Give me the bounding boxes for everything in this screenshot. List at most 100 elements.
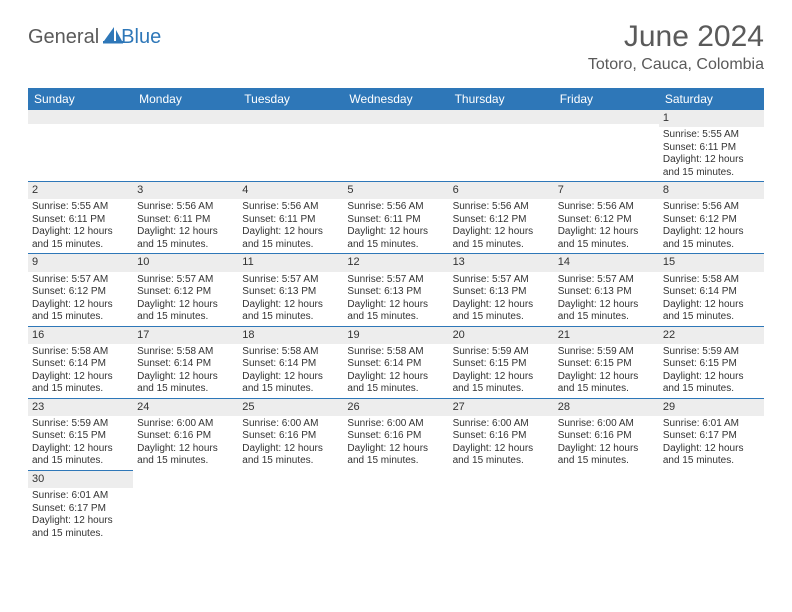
- day-number: 27: [449, 399, 554, 416]
- day-data: Sunrise: 5:58 AMSunset: 6:14 PMDaylight:…: [659, 272, 764, 326]
- calendar-cell: 25Sunrise: 6:00 AMSunset: 6:16 PMDayligh…: [238, 398, 343, 470]
- calendar-cell: 19Sunrise: 5:58 AMSunset: 6:14 PMDayligh…: [343, 326, 448, 398]
- day-number: [238, 470, 343, 484]
- day-data: Sunrise: 5:57 AMSunset: 6:12 PMDaylight:…: [28, 272, 133, 326]
- logo-text-blue: Blue: [121, 26, 161, 49]
- day-number: 20: [449, 327, 554, 344]
- weekday-header: Saturday: [659, 88, 764, 110]
- day-number: [554, 110, 659, 124]
- day-number: 28: [554, 399, 659, 416]
- calendar-cell: 10Sunrise: 5:57 AMSunset: 6:12 PMDayligh…: [133, 254, 238, 326]
- logo-text-general: General: [28, 26, 99, 49]
- day-data: Sunrise: 5:59 AMSunset: 6:15 PMDaylight:…: [659, 344, 764, 398]
- day-data: Sunrise: 5:58 AMSunset: 6:14 PMDaylight:…: [28, 344, 133, 398]
- day-number: 13: [449, 254, 554, 271]
- calendar-cell: [554, 470, 659, 542]
- day-number: 9: [28, 254, 133, 271]
- day-number: 19: [343, 327, 448, 344]
- day-data: Sunrise: 6:01 AMSunset: 6:17 PMDaylight:…: [659, 416, 764, 470]
- day-number: 8: [659, 182, 764, 199]
- calendar-cell: 14Sunrise: 5:57 AMSunset: 6:13 PMDayligh…: [554, 254, 659, 326]
- calendar-cell: 20Sunrise: 5:59 AMSunset: 6:15 PMDayligh…: [449, 326, 554, 398]
- day-data: [238, 484, 343, 488]
- day-number: 5: [343, 182, 448, 199]
- day-number: 2: [28, 182, 133, 199]
- day-number: 21: [554, 327, 659, 344]
- day-data: [343, 124, 448, 128]
- day-number: 22: [659, 327, 764, 344]
- calendar-cell: 24Sunrise: 6:00 AMSunset: 6:16 PMDayligh…: [133, 398, 238, 470]
- day-data: Sunrise: 6:00 AMSunset: 6:16 PMDaylight:…: [238, 416, 343, 470]
- day-number: 16: [28, 327, 133, 344]
- day-number: 17: [133, 327, 238, 344]
- calendar-cell: 28Sunrise: 6:00 AMSunset: 6:16 PMDayligh…: [554, 398, 659, 470]
- day-number: [449, 110, 554, 124]
- day-number: [133, 470, 238, 484]
- day-number: 30: [28, 471, 133, 488]
- calendar-cell: [343, 470, 448, 542]
- day-data: Sunrise: 5:57 AMSunset: 6:13 PMDaylight:…: [238, 272, 343, 326]
- calendar-cell: 18Sunrise: 5:58 AMSunset: 6:14 PMDayligh…: [238, 326, 343, 398]
- calendar-cell: 7Sunrise: 5:56 AMSunset: 6:12 PMDaylight…: [554, 182, 659, 254]
- day-data: [133, 484, 238, 488]
- day-data: Sunrise: 5:57 AMSunset: 6:12 PMDaylight:…: [133, 272, 238, 326]
- calendar-cell: 4Sunrise: 5:56 AMSunset: 6:11 PMDaylight…: [238, 182, 343, 254]
- day-number: 1: [659, 110, 764, 127]
- month-title: June 2024: [588, 20, 764, 54]
- day-data: [554, 124, 659, 128]
- calendar-cell: 6Sunrise: 5:56 AMSunset: 6:12 PMDaylight…: [449, 182, 554, 254]
- title-block: June 2024 Totoro, Cauca, Colombia: [588, 20, 764, 74]
- day-data: [28, 124, 133, 128]
- calendar-cell: 29Sunrise: 6:01 AMSunset: 6:17 PMDayligh…: [659, 398, 764, 470]
- calendar-row: 16Sunrise: 5:58 AMSunset: 6:14 PMDayligh…: [28, 326, 764, 398]
- day-number: [133, 110, 238, 124]
- weekday-header: Tuesday: [238, 88, 343, 110]
- calendar-row: 9Sunrise: 5:57 AMSunset: 6:12 PMDaylight…: [28, 254, 764, 326]
- day-number: 29: [659, 399, 764, 416]
- weekday-header: Thursday: [449, 88, 554, 110]
- calendar-cell: 8Sunrise: 5:56 AMSunset: 6:12 PMDaylight…: [659, 182, 764, 254]
- logo: General Blue: [28, 26, 161, 49]
- calendar-row: 1Sunrise: 5:55 AMSunset: 6:11 PMDaylight…: [28, 110, 764, 182]
- calendar-row: 23Sunrise: 5:59 AMSunset: 6:15 PMDayligh…: [28, 398, 764, 470]
- day-number: 18: [238, 327, 343, 344]
- day-data: [449, 124, 554, 128]
- day-number: 11: [238, 254, 343, 271]
- day-data: Sunrise: 5:57 AMSunset: 6:13 PMDaylight:…: [554, 272, 659, 326]
- calendar-cell: 13Sunrise: 5:57 AMSunset: 6:13 PMDayligh…: [449, 254, 554, 326]
- day-data: Sunrise: 5:56 AMSunset: 6:12 PMDaylight:…: [554, 199, 659, 253]
- day-number: 15: [659, 254, 764, 271]
- day-number: 25: [238, 399, 343, 416]
- day-data: [343, 484, 448, 488]
- calendar-cell: [133, 110, 238, 182]
- calendar-cell: [449, 110, 554, 182]
- calendar-cell: 26Sunrise: 6:00 AMSunset: 6:16 PMDayligh…: [343, 398, 448, 470]
- day-data: Sunrise: 5:55 AMSunset: 6:11 PMDaylight:…: [28, 199, 133, 253]
- day-data: Sunrise: 5:58 AMSunset: 6:14 PMDaylight:…: [133, 344, 238, 398]
- calendar-cell: 3Sunrise: 5:56 AMSunset: 6:11 PMDaylight…: [133, 182, 238, 254]
- calendar-cell: 27Sunrise: 6:00 AMSunset: 6:16 PMDayligh…: [449, 398, 554, 470]
- day-number: 10: [133, 254, 238, 271]
- day-number: [28, 110, 133, 124]
- header: General Blue June 2024 Totoro, Cauca, Co…: [28, 20, 764, 74]
- day-number: 6: [449, 182, 554, 199]
- calendar-cell: 30Sunrise: 6:01 AMSunset: 6:17 PMDayligh…: [28, 470, 133, 542]
- calendar-cell: 17Sunrise: 5:58 AMSunset: 6:14 PMDayligh…: [133, 326, 238, 398]
- calendar-cell: [28, 110, 133, 182]
- calendar-cell: 9Sunrise: 5:57 AMSunset: 6:12 PMDaylight…: [28, 254, 133, 326]
- weekday-header: Friday: [554, 88, 659, 110]
- day-number: 14: [554, 254, 659, 271]
- calendar-table: Sunday Monday Tuesday Wednesday Thursday…: [28, 88, 764, 542]
- day-data: Sunrise: 6:00 AMSunset: 6:16 PMDaylight:…: [133, 416, 238, 470]
- day-data: Sunrise: 5:56 AMSunset: 6:11 PMDaylight:…: [133, 199, 238, 253]
- calendar-cell: 21Sunrise: 5:59 AMSunset: 6:15 PMDayligh…: [554, 326, 659, 398]
- calendar-cell: [238, 110, 343, 182]
- weekday-header: Wednesday: [343, 88, 448, 110]
- day-number: [659, 470, 764, 484]
- day-number: 26: [343, 399, 448, 416]
- day-data: Sunrise: 5:59 AMSunset: 6:15 PMDaylight:…: [28, 416, 133, 470]
- calendar-cell: 1Sunrise: 5:55 AMSunset: 6:11 PMDaylight…: [659, 110, 764, 182]
- calendar-cell: [238, 470, 343, 542]
- calendar-cell: 22Sunrise: 5:59 AMSunset: 6:15 PMDayligh…: [659, 326, 764, 398]
- calendar-cell: [554, 110, 659, 182]
